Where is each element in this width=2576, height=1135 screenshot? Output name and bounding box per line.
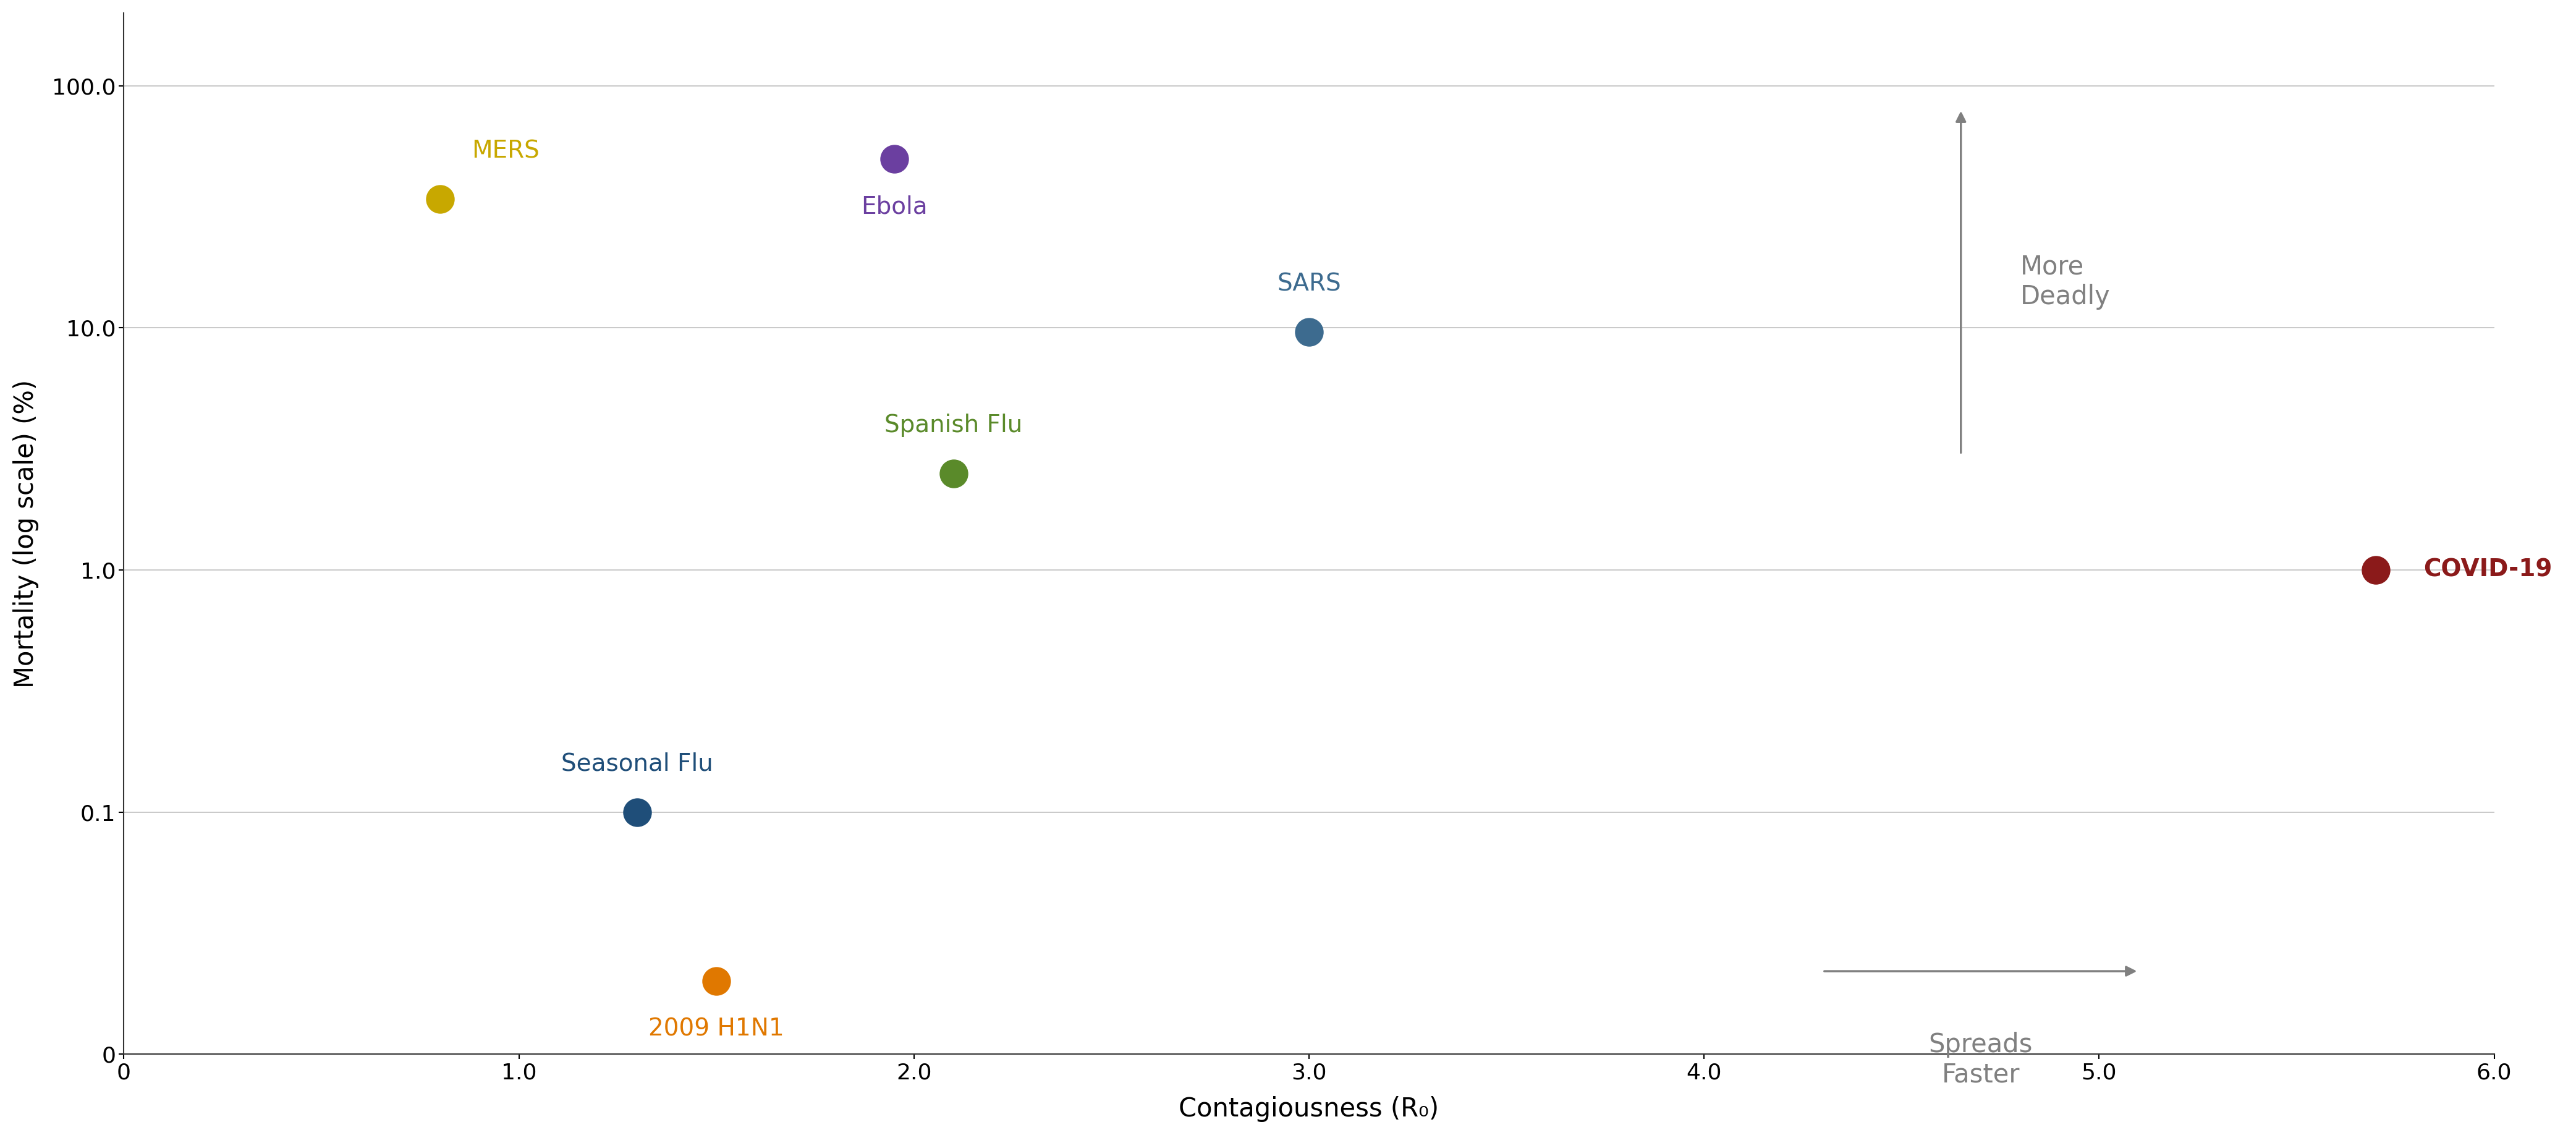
Y-axis label: Mortality (log scale) (%): Mortality (log scale) (%)	[13, 379, 39, 688]
Point	[696, 973, 737, 991]
Point	[873, 150, 914, 168]
Point	[420, 190, 461, 208]
Point	[616, 802, 657, 821]
Text: Ebola: Ebola	[860, 195, 927, 218]
Text: Spanish Flu: Spanish Flu	[884, 414, 1023, 437]
Text: 2009 H1N1: 2009 H1N1	[649, 1018, 783, 1041]
Text: MERS: MERS	[471, 140, 538, 162]
Text: SARS: SARS	[1278, 272, 1342, 296]
Text: Seasonal Flu: Seasonal Flu	[562, 753, 714, 775]
Point	[1288, 323, 1329, 342]
Text: COVID-19: COVID-19	[2424, 558, 2553, 581]
X-axis label: Contagiousness (R₀): Contagiousness (R₀)	[1180, 1096, 1440, 1123]
Point	[933, 464, 974, 482]
Point	[2354, 561, 2396, 579]
Text: More
Deadly: More Deadly	[2020, 254, 2110, 310]
Text: Spreads
Faster: Spreads Faster	[1929, 1032, 2032, 1087]
